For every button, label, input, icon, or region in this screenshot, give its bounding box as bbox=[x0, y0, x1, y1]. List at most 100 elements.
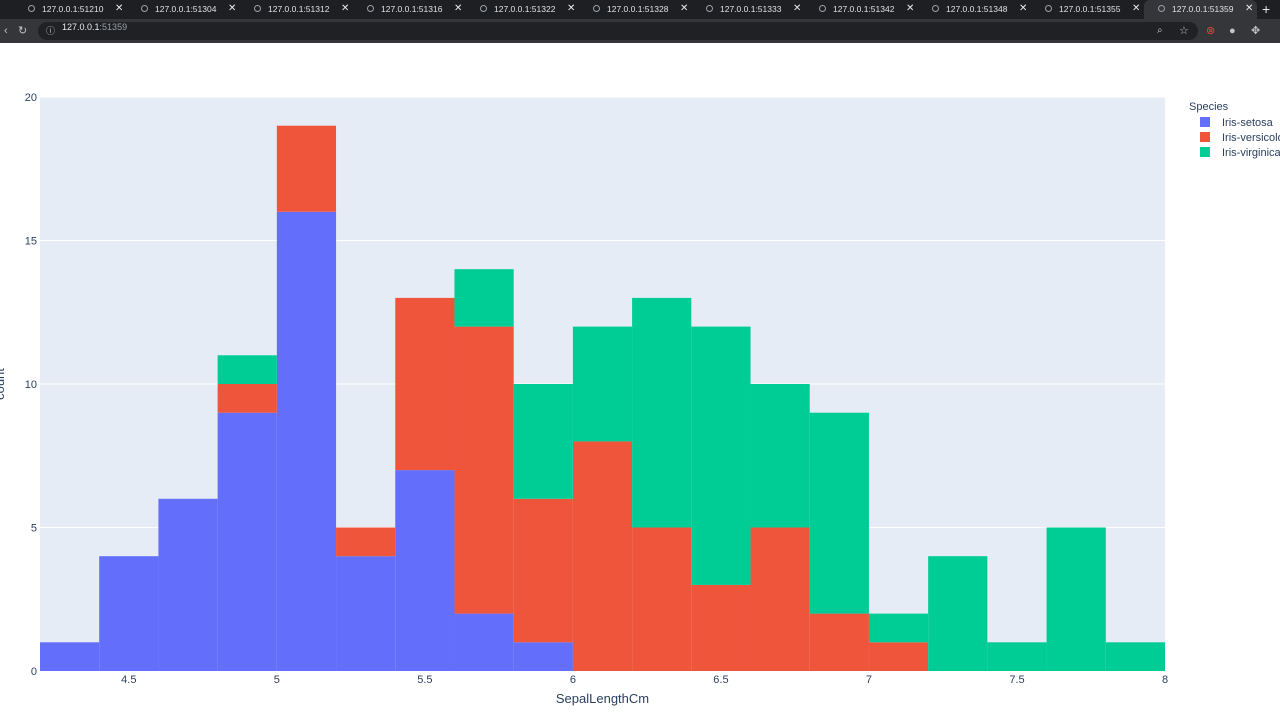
bar-iris-versicolor[interactable] bbox=[632, 527, 692, 672]
tab-title: 127.0.0.1:51304 bbox=[155, 4, 217, 14]
bar-iris-versicolor[interactable] bbox=[454, 326, 514, 614]
browser-tab[interactable]: 127.0.0.1:51355 ✕ bbox=[1031, 0, 1144, 19]
x-tick-label: 7.5 bbox=[1009, 674, 1024, 686]
bars bbox=[40, 125, 1165, 672]
legend-swatch[interactable] bbox=[1200, 132, 1210, 142]
bookmark-star-icon[interactable]: ☆ bbox=[1179, 25, 1189, 37]
browser-tab[interactable]: 127.0.0.1:51304 ✕ bbox=[127, 0, 240, 19]
close-tab-icon[interactable]: ✕ bbox=[115, 3, 124, 14]
browser-tab[interactable]: 127.0.0.1:51359 ✕ bbox=[1144, 0, 1257, 19]
bar-iris-virginica[interactable] bbox=[987, 642, 1047, 671]
bar-iris-virginica[interactable] bbox=[868, 613, 929, 643]
globe-icon bbox=[819, 5, 826, 12]
globe-icon bbox=[367, 5, 374, 12]
close-tab-icon[interactable]: ✕ bbox=[793, 3, 802, 14]
bar-iris-virginica[interactable] bbox=[928, 556, 988, 671]
legend-entry[interactable]: Iris-setosa bbox=[1222, 117, 1274, 129]
legend-swatch[interactable] bbox=[1200, 117, 1210, 127]
url-port: :51359 bbox=[99, 22, 128, 32]
bar-iris-setosa[interactable] bbox=[336, 556, 396, 671]
tab-title: 127.0.0.1:51316 bbox=[381, 4, 443, 14]
bar-iris-setosa[interactable] bbox=[158, 498, 218, 671]
globe-icon bbox=[932, 5, 939, 12]
tab-title: 127.0.0.1:51355 bbox=[1059, 4, 1121, 14]
globe-icon bbox=[141, 5, 148, 12]
close-tab-icon[interactable]: ✕ bbox=[906, 3, 915, 14]
bar-iris-versicolor[interactable] bbox=[750, 527, 810, 672]
browser-tab[interactable]: 127.0.0.1:51210 ✕ bbox=[14, 0, 127, 19]
bar-iris-setosa[interactable] bbox=[40, 642, 100, 671]
globe-icon bbox=[1045, 5, 1052, 12]
bar-iris-setosa[interactable] bbox=[276, 211, 337, 672]
bar-iris-setosa[interactable] bbox=[99, 556, 159, 671]
bar-iris-versicolor[interactable] bbox=[572, 441, 633, 671]
bar-iris-versicolor[interactable] bbox=[336, 527, 396, 557]
bar-iris-virginica[interactable] bbox=[750, 384, 810, 528]
back-icon[interactable]: ‹ bbox=[4, 25, 8, 37]
close-tab-icon[interactable]: ✕ bbox=[1245, 3, 1254, 14]
github-icon[interactable]: ● bbox=[1229, 25, 1236, 37]
bar-iris-virginica[interactable] bbox=[809, 412, 869, 614]
bar-iris-versicolor[interactable] bbox=[691, 584, 751, 671]
reload-icon[interactable]: ↻ bbox=[18, 25, 28, 37]
browser-tab[interactable]: 127.0.0.1:51322 ✕ bbox=[466, 0, 579, 19]
close-tab-icon[interactable]: ✕ bbox=[228, 3, 237, 14]
close-tab-icon[interactable]: ✕ bbox=[1019, 3, 1028, 14]
browser-tab[interactable]: 127.0.0.1:51316 ✕ bbox=[353, 0, 466, 19]
legend-swatch[interactable] bbox=[1200, 147, 1210, 157]
bar-iris-virginica[interactable] bbox=[1105, 642, 1165, 671]
globe-icon bbox=[706, 5, 713, 12]
bar-iris-versicolor[interactable] bbox=[809, 613, 869, 671]
legend-entry[interactable]: Iris-virginica bbox=[1222, 147, 1280, 159]
bar-iris-setosa[interactable] bbox=[513, 642, 573, 671]
tab-title: 127.0.0.1:51322 bbox=[494, 4, 556, 14]
url-text[interactable]: 127.0.0.1:51359 bbox=[62, 22, 127, 32]
y-axis-label: count bbox=[0, 368, 7, 400]
bar-iris-setosa[interactable] bbox=[395, 470, 455, 671]
bar-iris-virginica[interactable] bbox=[217, 355, 277, 384]
bar-iris-versicolor[interactable] bbox=[276, 125, 337, 212]
close-tab-icon[interactable]: ✕ bbox=[1132, 3, 1141, 14]
tab-title: 127.0.0.1:51210 bbox=[42, 4, 104, 14]
bar-iris-setosa[interactable] bbox=[217, 412, 277, 671]
browser-tab[interactable]: 127.0.0.1:51312 ✕ bbox=[240, 0, 353, 19]
bar-iris-virginica[interactable] bbox=[572, 326, 633, 442]
x-tick-label: 5.5 bbox=[417, 674, 432, 686]
browser-tab[interactable]: 127.0.0.1:51342 ✕ bbox=[805, 0, 918, 19]
x-tick-label: 8 bbox=[1162, 674, 1168, 686]
globe-icon bbox=[1158, 5, 1165, 12]
extension-red-icon[interactable]: ⊗ bbox=[1206, 25, 1216, 37]
url-host: 127.0.0.1 bbox=[62, 22, 100, 32]
bar-iris-virginica[interactable] bbox=[632, 297, 692, 528]
browser-tab[interactable]: 127.0.0.1:51348 ✕ bbox=[918, 0, 1031, 19]
bar-iris-virginica[interactable] bbox=[454, 269, 514, 327]
bar-iris-versicolor[interactable] bbox=[395, 297, 455, 471]
close-tab-icon[interactable]: ✕ bbox=[567, 3, 576, 14]
legend-entry[interactable]: Iris-versicolor bbox=[1222, 132, 1280, 144]
address-bar[interactable] bbox=[38, 22, 1198, 40]
y-tick-label: 15 bbox=[25, 236, 37, 248]
legend-title: Species bbox=[1189, 101, 1229, 113]
close-tab-icon[interactable]: ✕ bbox=[454, 3, 463, 14]
browser-tab[interactable]: 127.0.0.1:51328 ✕ bbox=[579, 0, 692, 19]
legend: Iris-setosa Iris-versicolor Iris-virginica bbox=[1200, 117, 1280, 159]
x-tick-label: 6.5 bbox=[713, 674, 728, 686]
tab-title: 127.0.0.1:51359 bbox=[1172, 4, 1234, 14]
bar-iris-versicolor[interactable] bbox=[868, 642, 929, 671]
bar-iris-virginica[interactable] bbox=[691, 326, 751, 585]
zoom-icon[interactable]: ⌕ bbox=[1157, 25, 1163, 36]
bar-iris-virginica[interactable] bbox=[513, 384, 573, 499]
bar-iris-setosa[interactable] bbox=[454, 613, 514, 671]
bar-iris-versicolor[interactable] bbox=[217, 384, 277, 413]
close-tab-icon[interactable]: ✕ bbox=[680, 3, 689, 14]
bar-iris-versicolor[interactable] bbox=[513, 498, 573, 643]
new-tab-button[interactable]: + bbox=[1262, 1, 1271, 17]
x-tick-label: 6 bbox=[570, 674, 576, 686]
x-tick-label: 5 bbox=[274, 674, 280, 686]
info-icon[interactable]: ⓘ bbox=[46, 26, 56, 36]
puzzle-extensions-icon[interactable]: ✥ bbox=[1251, 25, 1261, 37]
close-tab-icon[interactable]: ✕ bbox=[341, 3, 350, 14]
browser-tab[interactable]: 127.0.0.1:51333 ✕ bbox=[692, 0, 805, 19]
bar-iris-virginica[interactable] bbox=[1046, 527, 1106, 672]
